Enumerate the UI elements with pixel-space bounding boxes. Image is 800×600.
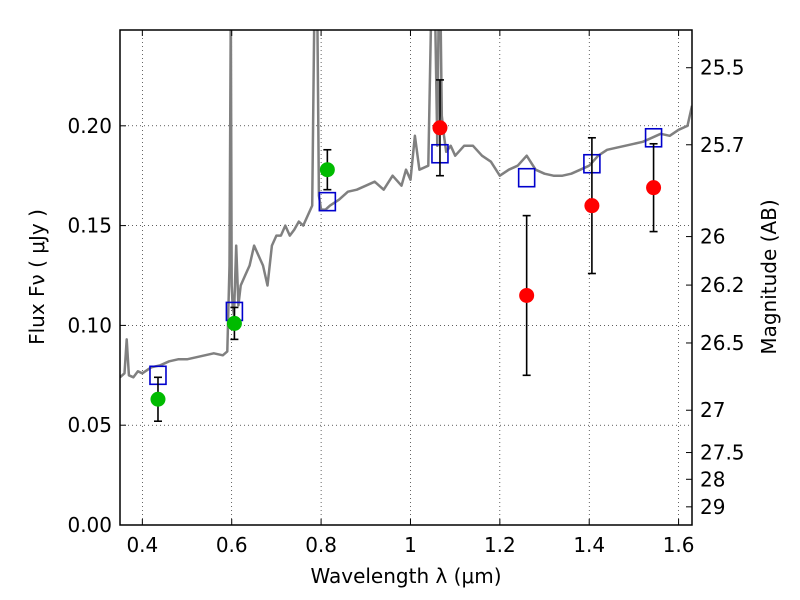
x-tick-label: 0.8: [305, 533, 337, 557]
x-tick-label: 1.2: [484, 533, 516, 557]
y2-tick-label: 28: [700, 467, 725, 491]
y-tick-label: 0.15: [67, 214, 112, 238]
observed-point: [646, 180, 662, 196]
observed-point: [226, 315, 242, 331]
y-tick-label: 0.20: [67, 114, 112, 138]
y2-tick-label: 26.5: [700, 331, 745, 355]
grid: [120, 30, 692, 526]
model-photometry-point: [517, 167, 536, 188]
observed-point: [150, 391, 166, 407]
x-tick-label: 0.4: [126, 533, 158, 557]
y2-tick-label: 26.2: [700, 273, 745, 297]
x-tick-label: 1.4: [573, 533, 605, 557]
model-spectrum-line: [120, 30, 692, 379]
y-axis-label: Flux Fν ( μJy ): [25, 209, 49, 345]
y2-tick-label: 27.5: [700, 441, 745, 465]
y-tick-label: 0.00: [67, 513, 112, 537]
y-tick-label: 0.10: [67, 313, 112, 337]
axes: 0.4 0.6 0.8 1 1.2 1.4 1.6 0.00 0.05 0.10 0.15 0.20 2…: [67, 30, 745, 557]
y2-tick-label: 25.5: [700, 56, 745, 80]
y2-axis-label: Magnitude (AB): [757, 199, 781, 354]
y2-tick-label: 29: [700, 495, 725, 519]
observed-point: [584, 198, 600, 214]
observed-point: [519, 287, 535, 303]
plot-frame: [119, 29, 693, 526]
plot-area: [120, 30, 692, 423]
x-tick-label: 1: [404, 533, 417, 557]
model-photometry-point: [318, 191, 337, 212]
observed-point: [319, 162, 335, 178]
x-axis-label: Wavelength λ (μm): [310, 564, 501, 588]
x-tick-label: 1.6: [663, 533, 695, 557]
x-tick-label: 0.6: [216, 533, 248, 557]
y2-tick-label: 26: [700, 225, 725, 249]
y2-tick-label: 27: [700, 398, 725, 422]
y2-tick-label: 25.7: [700, 133, 745, 157]
observed-point: [432, 120, 448, 136]
y-tick-label: 0.05: [67, 413, 112, 437]
